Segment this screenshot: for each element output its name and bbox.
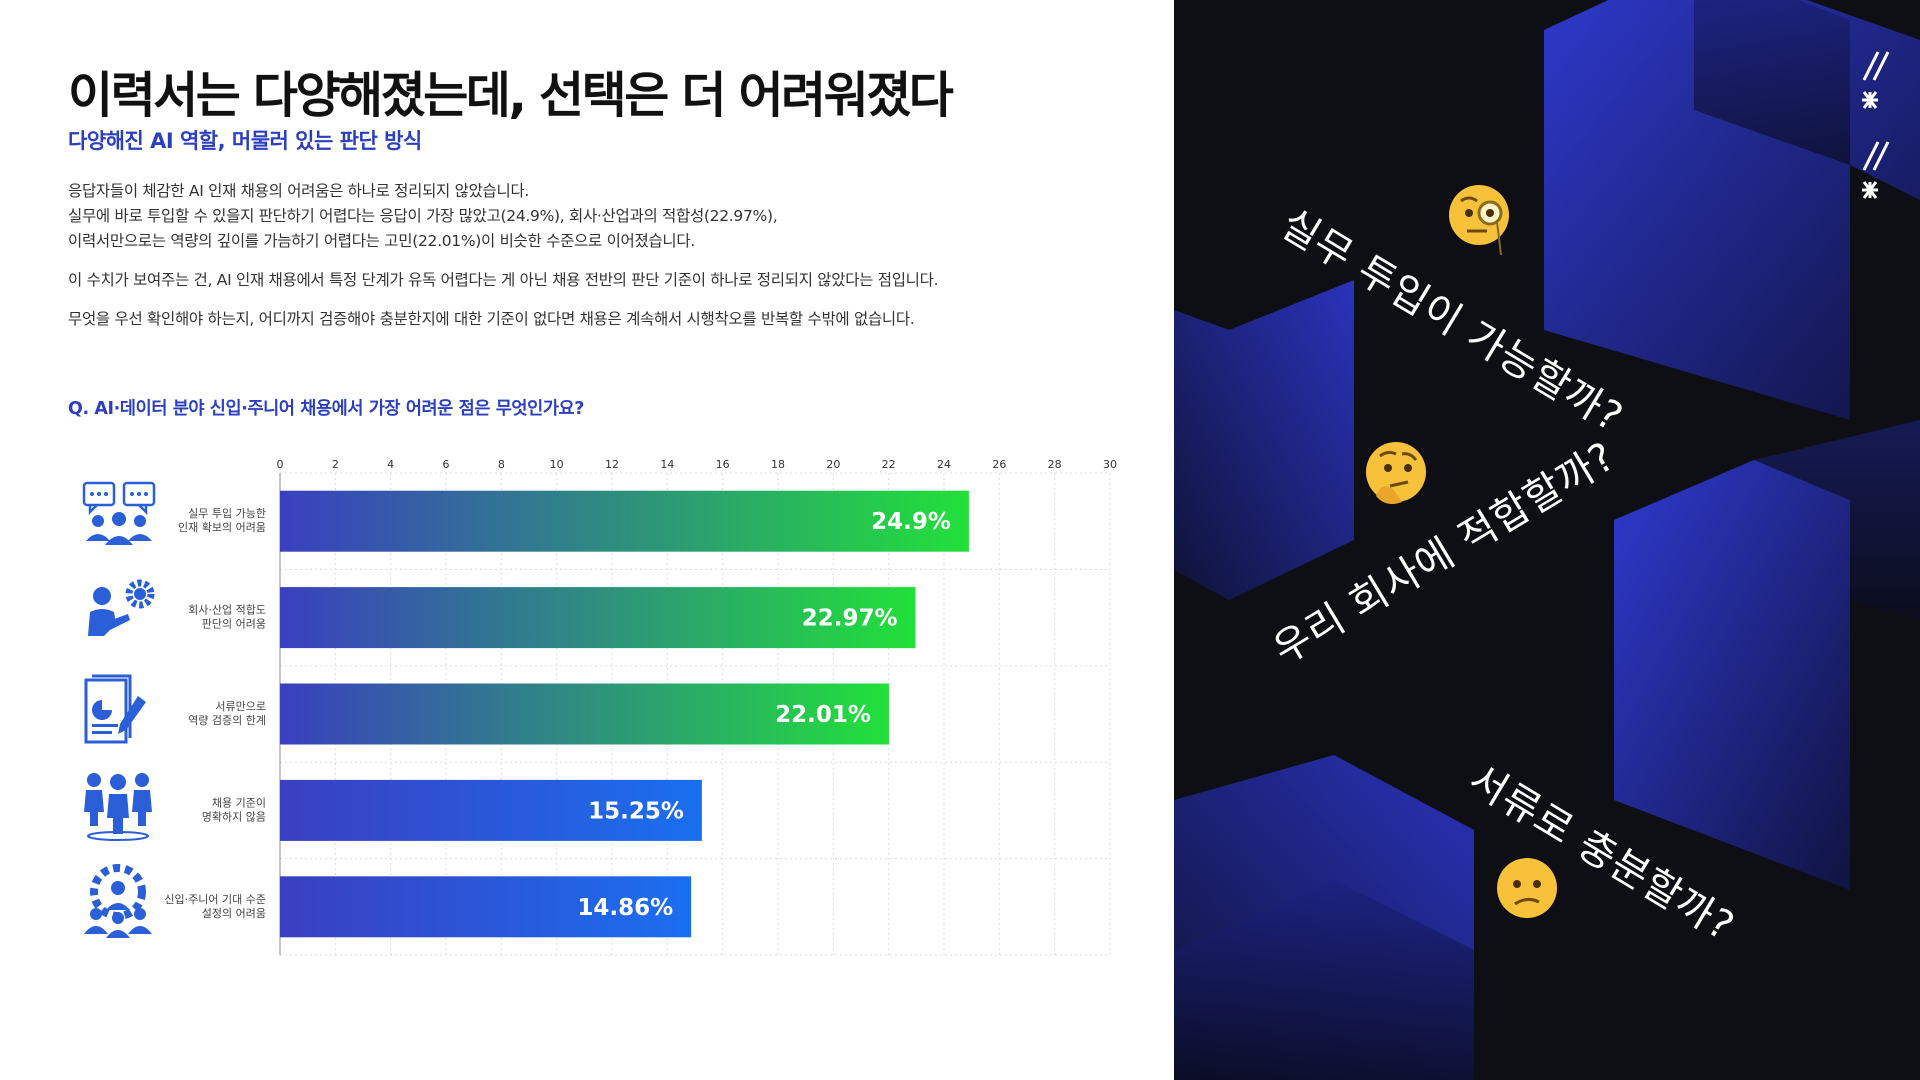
x-tick-label: 0: [277, 458, 284, 471]
content-panel: 이력서는 다양해졌는데, 선택은 더 어려워졌다 다양해진 AI 역할, 머물러…: [68, 67, 1118, 956]
x-tick-label: 6: [443, 458, 450, 471]
bar-3: [280, 683, 889, 745]
x-axis-ticks: 0 2 4 6 8 10 12 14 16 18 20 22 24 26 28 30: [277, 458, 1118, 471]
chart-grid: [279, 472, 1111, 956]
x-tick-label: 26: [992, 458, 1006, 471]
category-label: 서류만으로: [215, 700, 266, 713]
decorative-panel: 실무 투입이 가능할까? 우리 회사에 적합할까? 서류로 충분할까?: [1174, 0, 1920, 1080]
x-tick-label: 28: [1048, 458, 1062, 471]
body-paragraph-2: 이 수치가 보여주는 건, AI 인재 채용에서 특정 단계가 유독 어렵다는 …: [68, 271, 939, 289]
category-label: 채용 기준이: [212, 796, 266, 809]
bar-chart: 0 2 4 6 8 10 12 14 16 18 20 22 24 26 28 30 24.9%22.97%2…: [82, 458, 1118, 956]
x-tick-label: 30: [1103, 458, 1117, 471]
body-paragraph-3: 무엇을 우선 확인해야 하는지, 어디까지 검증해야 충분한지에 대한 기준이 …: [68, 310, 915, 328]
bar-value-label: 22.97%: [802, 606, 898, 632]
bar-4: [280, 779, 702, 841]
confused-face-icon: [1497, 858, 1557, 918]
category-label: 명확하지 않음: [202, 809, 266, 823]
bar-1: [280, 490, 969, 552]
category-icons: [82, 481, 156, 938]
body-paragraph-1-line-3: 이력서만으로는 역량의 깊이를 가늠하기 어렵다는 고민(22.01%)이 비슷…: [68, 232, 695, 250]
person-gear-icon: [88, 579, 155, 636]
category-label: 실무 투입 가능한: [188, 507, 266, 520]
decorative-graphic: 실무 투입이 가능할까? 우리 회사에 적합할까? 서류로 충분할까?: [1174, 0, 1920, 1080]
deco-block-mid-right: [1614, 460, 1850, 890]
x-tick-label: 12: [605, 458, 619, 471]
body-paragraph-1-line-2: 실무에 바로 투입할 수 있을지 판단하기 어렵다는 응답이 가장 많았고(24…: [68, 207, 778, 225]
bar-value-label: 15.25%: [588, 798, 684, 824]
x-tick-label: 4: [387, 458, 394, 471]
x-tick-label: 2: [332, 458, 339, 471]
gear-people-icon: [84, 864, 152, 938]
bar-5: [280, 876, 692, 938]
x-tick-label: 8: [498, 458, 505, 471]
category-label: 인재 확보의 어려움: [178, 521, 266, 534]
category-label: 판단의 어려움: [202, 618, 266, 631]
x-tick-label: 14: [660, 458, 674, 471]
page-subtitle: 다양해진 AI 역할, 머물러 있는 판단 방식: [68, 129, 422, 153]
chart-bars: 24.9% 22.97% 22.01% 15.25% 14.86%: [280, 490, 969, 938]
people-group-icon: [84, 773, 152, 841]
category-label: 회사·산업 적합도: [188, 604, 266, 617]
x-tick-label: 16: [716, 458, 730, 471]
bar-2: [280, 587, 916, 649]
category-label: 신입·주니어 기대 수준: [164, 893, 266, 906]
brand-logo-mark: [1862, 51, 1890, 199]
monocle-face-icon: [1449, 185, 1509, 256]
bar-value-label: 24.9%: [871, 509, 951, 535]
x-tick-label: 10: [550, 458, 564, 471]
bar-value-label: 22.01%: [775, 702, 871, 728]
thinking-face-icon: [1366, 442, 1426, 504]
x-tick-label: 24: [937, 458, 951, 471]
category-label: 설정의 어려움: [202, 907, 266, 920]
x-tick-label: 22: [882, 458, 896, 471]
deco-block-left: [1174, 280, 1354, 600]
x-tick-label: 20: [826, 458, 840, 471]
page-title: 이력서는 다양해졌는데, 선택은 더 어려워졌다: [68, 67, 954, 124]
category-label: 역량 검증의 한계: [188, 714, 266, 727]
document-pen-icon: [84, 674, 146, 744]
chat-people-icon: [82, 481, 156, 545]
body-paragraph-1-line-1: 응답자들이 체감한 AI 인재 채용의 어려움은 하나로 정리되지 않았습니다.: [68, 182, 530, 200]
survey-question: Q. AI·데이터 분야 신입·주니어 채용에서 가장 어려운 점은 무엇인가요…: [68, 399, 584, 419]
x-tick-label: 18: [771, 458, 785, 471]
bar-value-label: 14.86%: [577, 895, 673, 921]
